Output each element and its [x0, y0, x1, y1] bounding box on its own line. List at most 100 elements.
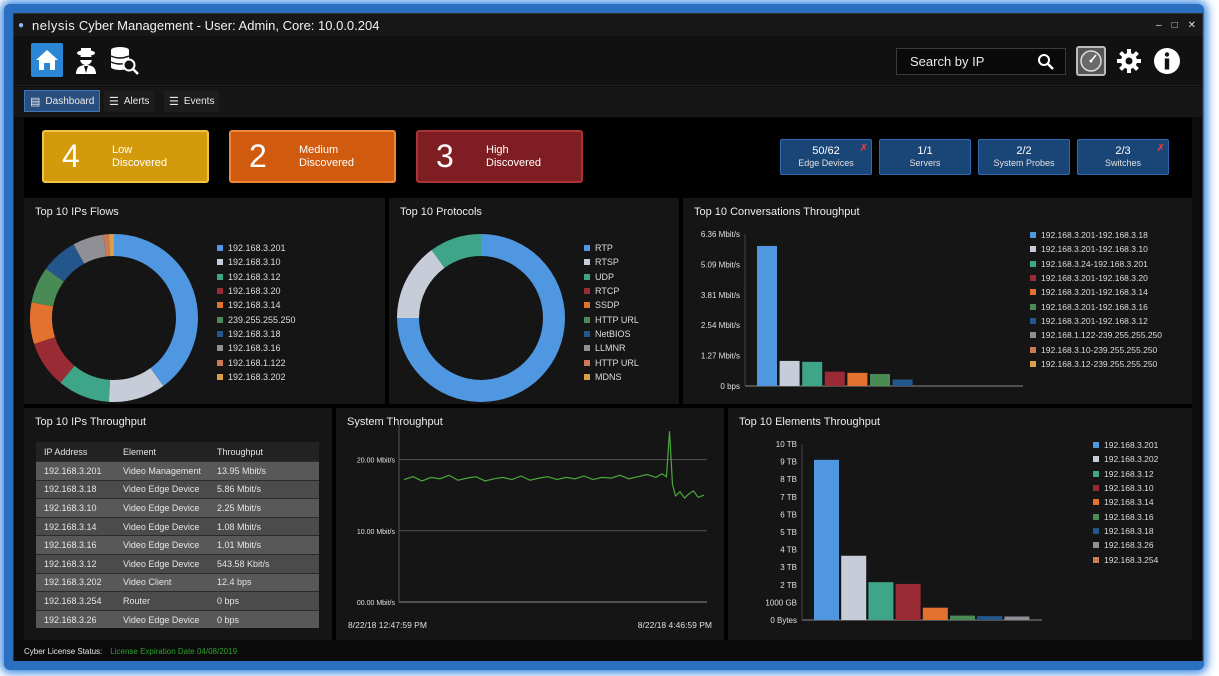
conversations-bar[interactable] — [757, 245, 777, 386]
table-cell: Video Edge Device — [123, 540, 200, 551]
minimize-button[interactable]: – — [1156, 19, 1162, 31]
legend-swatch — [584, 259, 590, 266]
table-row[interactable]: 192.168.3.12 Video Edge Device 543.58 Kbit… — [36, 553, 319, 573]
monitor-button[interactable] — [1076, 46, 1106, 76]
system-throughput-panel: System Throughput 00.00 Mbit/s 10.00 Mbit… — [336, 408, 724, 640]
elements-bar[interactable] — [1004, 616, 1030, 620]
ip-throughput-table: IP Address Element Throughput 192.168.3.… — [36, 442, 319, 629]
table-row[interactable]: 192.168.3.202 Video Client 12.4 bps — [36, 572, 319, 592]
elements-legend-item: 192.168.3.14 — [1093, 495, 1158, 509]
table-row[interactable]: 192.168.3.201 Video Management 13.95 Mbit/… — [36, 461, 319, 480]
flows-slice[interactable] — [114, 234, 198, 386]
legend-swatch — [1030, 260, 1036, 267]
flows-slice[interactable] — [29, 302, 56, 344]
legend-label: LLMNR — [595, 343, 626, 354]
window-title-text: Cyber Management - User: Admin, Core: 10… — [78, 17, 380, 33]
table-row[interactable]: 192.168.3.10 Video Edge Device 2.25 Mbit/s — [36, 498, 319, 517]
database-search-button[interactable] — [108, 43, 140, 77]
severity-medium-card[interactable]: 2 Medium Discovered — [229, 130, 396, 183]
elements-bar[interactable] — [814, 459, 839, 620]
flows-slice[interactable] — [46, 244, 85, 282]
ip-search-input[interactable]: Search by IP — [896, 48, 1066, 75]
elements-bar[interactable] — [895, 583, 921, 620]
legend-swatch — [1093, 470, 1099, 477]
elements-bar[interactable] — [922, 607, 948, 620]
flows-legend-item: 192.168.3.201 — [217, 241, 296, 255]
search-icon[interactable] — [1037, 53, 1055, 71]
severity-low-card[interactable]: 4 Low Discovered — [42, 130, 209, 183]
severity-high-card[interactable]: 3 High Discovered — [416, 130, 583, 183]
elements-bar[interactable] — [868, 582, 894, 620]
legend-label: 192.168.3.201 — [228, 243, 286, 254]
app-logo-icon: ● — [18, 19, 25, 31]
edge-devices-card[interactable]: ✗ 50/62 Edge Devices — [780, 139, 872, 175]
elements-legend-item: 192.168.3.16 — [1093, 509, 1158, 523]
conversations-legend-item: 192.168.3.12-239.255.255.250 — [1030, 357, 1162, 371]
column-header-ip[interactable]: IP Address — [44, 446, 88, 457]
legend-label: 192.168.3.18 — [228, 328, 281, 339]
tab-dashboard[interactable]: ▤ Dashboard — [24, 90, 101, 112]
flows-slice[interactable] — [60, 365, 111, 402]
conversations-bar[interactable] — [870, 374, 890, 386]
elements-bar[interactable] — [977, 616, 1003, 620]
tab-alerts[interactable]: ☰ Alerts — [104, 90, 155, 112]
flows-slice[interactable] — [31, 268, 64, 307]
protocols-slice[interactable] — [397, 250, 445, 318]
elements-bar[interactable] — [841, 555, 867, 620]
legend-label: RTP — [595, 243, 613, 254]
elements-legend-item: 192.168.3.202 — [1093, 452, 1158, 466]
switches-card[interactable]: ✗ 2/3 Switches — [1077, 139, 1169, 175]
table-row[interactable]: 192.168.3.254 Router 0 bps — [36, 591, 319, 610]
severity-low-count: 4 — [62, 138, 80, 174]
conversations-bar[interactable] — [779, 360, 800, 386]
tab-events[interactable]: ☰ Events — [164, 90, 220, 112]
flows-slice[interactable] — [103, 234, 111, 257]
legend-swatch — [1030, 275, 1036, 282]
info-button[interactable] — [1152, 46, 1182, 76]
conversations-bar[interactable] — [892, 379, 913, 386]
conversations-legend-item: 192.168.3.201-192.168.3.18 — [1030, 228, 1162, 242]
dashboard-icon: ▤ — [30, 95, 41, 108]
security-agent-button[interactable] — [70, 43, 102, 77]
servers-value: 1/1 — [917, 145, 933, 157]
legend-swatch — [217, 345, 223, 352]
close-button[interactable]: ✕ — [1187, 19, 1196, 31]
legend-label: HTTP URL — [595, 314, 639, 325]
column-header-element[interactable]: Element — [123, 446, 157, 457]
flows-slice[interactable] — [34, 337, 75, 383]
elements-legend-item: 192.168.3.18 — [1093, 524, 1158, 538]
maximize-button[interactable]: □ — [1171, 19, 1178, 31]
conversations-legend-item: 192.168.3.201-192.168.3.16 — [1030, 299, 1162, 313]
flows-title: Top 10 IPs Flows — [35, 206, 119, 218]
settings-button[interactable] — [1114, 46, 1144, 76]
protocols-panel: Top 10 Protocols RTP RTSP UDP RTCP SSDP HTTP … — [389, 198, 679, 404]
conversations-bar[interactable] — [847, 372, 868, 386]
system-probes-card[interactable]: 2/2 System Probes — [978, 139, 1070, 175]
table-cell: 192.168.3.201 — [44, 465, 102, 476]
flows-slice[interactable] — [108, 234, 114, 257]
flows-legend-item: 192.168.3.20 — [217, 284, 296, 298]
servers-card[interactable]: 1/1 Servers — [879, 139, 971, 175]
table-row[interactable]: 192.168.3.14 Video Edge Device 1.08 Mbit/s — [36, 516, 319, 536]
elements-title: Top 10 Elements Throughput — [739, 416, 881, 428]
flows-slice[interactable] — [73, 234, 107, 264]
edge-devices-value: 50/62 — [812, 145, 840, 157]
elements-bar[interactable] — [950, 615, 975, 620]
system-throughput-line[interactable] — [403, 431, 705, 499]
table-row[interactable]: 192.168.3.16 Video Edge Device 1.01 Mbit/s — [36, 535, 319, 554]
flows-legend-item: 192.168.3.16 — [217, 341, 296, 355]
conversations-y-tick: 0 bps — [720, 382, 740, 391]
column-header-throughput[interactable]: Throughput — [217, 446, 264, 457]
conversations-bar[interactable] — [802, 361, 823, 386]
protocols-slice[interactable] — [431, 234, 481, 268]
elements-y-tick: 1000 GB — [765, 598, 797, 607]
elements-legend: 192.168.3.201 192.168.3.202 192.168.3.12 19… — [1093, 438, 1158, 567]
home-button[interactable] — [31, 43, 63, 77]
table-row[interactable]: 192.168.3.26 Video Edge Device 0 bps — [36, 609, 319, 629]
app-window: ● nelysis Cyber Management - User: Admin… — [13, 13, 1203, 661]
protocols-legend-item: LLMNR — [584, 341, 639, 355]
table-row[interactable]: 192.168.3.18 Video Edge Device 5.86 Mbit/s — [36, 479, 319, 499]
legend-label: SSDP — [595, 300, 620, 311]
conversations-bar[interactable] — [824, 371, 845, 386]
flows-slice[interactable] — [108, 368, 164, 402]
